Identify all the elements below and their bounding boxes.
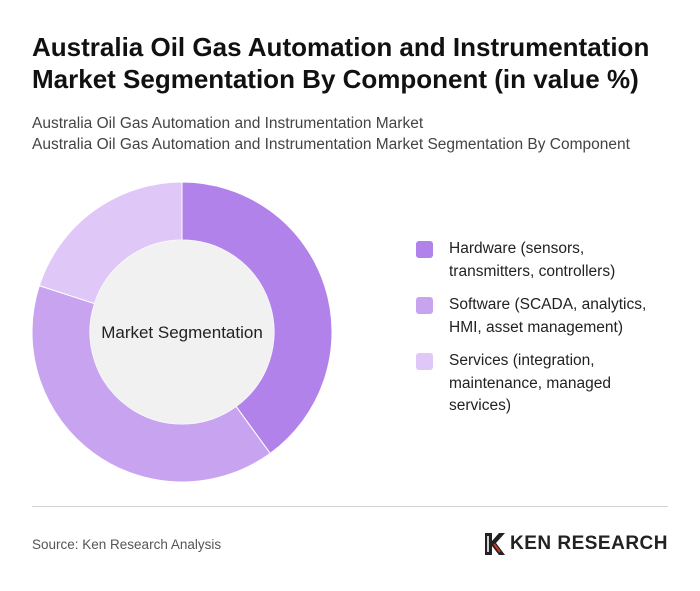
- donut-slice-hardware: [181, 181, 333, 455]
- chart-subtitle: Australia Oil Gas Automation and Instrum…: [32, 113, 672, 155]
- legend-label-hardware: Hardware (sensors, transmitters, control…: [449, 240, 616, 280]
- chart-title: Australia Oil Gas Automation and Instrum…: [32, 32, 650, 94]
- legend-label-software: Software (SCADA, analytics, HMI, asset m…: [449, 296, 647, 336]
- legend-label-services: Services (integration, maintenance, mana…: [449, 352, 612, 414]
- brand-logo: KEN RESEARCH: [484, 529, 668, 559]
- legend-swatch-software: [416, 297, 433, 314]
- legend-item-software: Software (SCADA, analytics, HMI, asset m…: [416, 294, 666, 339]
- legend-item-hardware: Hardware (sensors, transmitters, control…: [416, 238, 666, 283]
- donut-slice-software: [31, 285, 271, 483]
- donut-center-label: Market Segmentation: [101, 323, 263, 342]
- donut-chart: Market Segmentation: [31, 181, 333, 483]
- subtitle-line-2: Australia Oil Gas Automation and Instrum…: [32, 136, 630, 153]
- ken-research-logo-icon: [484, 533, 505, 555]
- chart-legend: Hardware (sensors, transmitters, control…: [416, 238, 666, 429]
- subtitle-line-1: Australia Oil Gas Automation and Instrum…: [32, 115, 424, 132]
- legend-swatch-services: [416, 353, 433, 370]
- legend-swatch-hardware: [416, 241, 433, 258]
- donut-center: [90, 240, 274, 424]
- legend-item-services: Services (integration, maintenance, mana…: [416, 350, 666, 418]
- footer-divider: [32, 506, 668, 507]
- brand-name: KEN RESEARCH: [509, 533, 668, 554]
- source-note: Source: Ken Research Analysis: [32, 537, 222, 552]
- donut-chart-svg: Market Segmentation: [31, 181, 333, 483]
